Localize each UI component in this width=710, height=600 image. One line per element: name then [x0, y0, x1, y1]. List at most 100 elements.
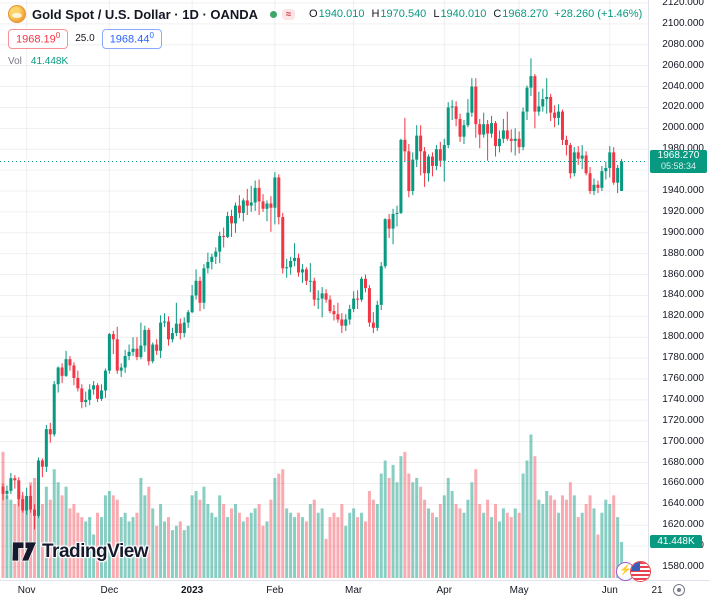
volume-bar	[564, 499, 568, 578]
candle-body	[218, 235, 222, 252]
buy-button[interactable]: 1968.440	[101, 29, 162, 49]
candle-body	[371, 322, 375, 328]
tradingview-watermark[interactable]: TradingView	[12, 541, 149, 563]
candle-body	[40, 460, 44, 467]
legend-row-trade: 1968.190 25.0 1968.440	[8, 29, 642, 49]
price-axis[interactable]: 2120.000 2100.000 2080.000 2060.000 2040.000…	[648, 0, 710, 580]
candle-body	[600, 171, 604, 188]
candle-body	[541, 99, 545, 107]
candle-body	[163, 321, 167, 323]
change-value: +28.260 (+1.46%)	[554, 8, 643, 20]
spread-value: 25.0	[75, 33, 95, 45]
volume-key: Vol	[8, 55, 22, 67]
time-tick-label: Feb	[266, 585, 284, 596]
chart-legend: Gold Spot / U.S. Dollar · 1D · OANDA ≈ O…	[8, 5, 642, 67]
volume-bar	[529, 434, 533, 578]
candle-body	[226, 216, 230, 237]
time-axis[interactable]: Nov Dec 2023 Feb Mar Apr May Jun 21	[0, 580, 710, 600]
volume-bar	[367, 491, 371, 578]
volume-bar	[155, 525, 159, 578]
candle-body	[182, 322, 186, 334]
volume-bar	[482, 512, 486, 578]
candle-body	[474, 86, 478, 125]
market-status-icon[interactable]	[270, 10, 278, 18]
volume-bar	[505, 512, 509, 578]
candle-body	[103, 370, 107, 391]
candle-body	[44, 429, 48, 467]
volume-bar	[517, 512, 521, 578]
low-key: L	[433, 8, 440, 20]
candle-body	[198, 280, 202, 303]
volume-bar	[289, 512, 293, 578]
volume-bar	[269, 499, 273, 578]
candle-body	[186, 312, 190, 323]
candle-body	[304, 269, 308, 281]
volume-bar	[308, 504, 312, 578]
candle-body	[442, 145, 446, 161]
volume-bar	[521, 473, 525, 578]
candle-body	[76, 377, 80, 389]
volume-bar	[226, 517, 230, 578]
volume-bar	[411, 482, 415, 578]
volume-bar	[178, 521, 182, 578]
candle-body	[1, 486, 5, 494]
volume-bar	[572, 495, 576, 578]
volume-bar	[233, 504, 237, 578]
us-flag-event-icon[interactable]	[630, 561, 651, 582]
volume-bar	[379, 473, 383, 578]
low-value: 1940.010	[440, 8, 487, 20]
volume-bar	[285, 508, 289, 578]
volume-bar	[387, 477, 391, 578]
sell-button[interactable]: 1968.190	[8, 29, 69, 49]
volume-bar	[300, 517, 304, 578]
price-tick-label: 1780.000	[662, 352, 704, 364]
symbol-title[interactable]: Gold Spot / U.S. Dollar · 1D · OANDA	[32, 6, 259, 22]
volume-bar	[549, 495, 553, 578]
last-price-value: 1968.270	[657, 150, 700, 162]
volume-bar	[56, 482, 60, 578]
volume-bar	[186, 525, 190, 578]
candle-body	[486, 124, 490, 134]
candle-body	[438, 149, 442, 161]
axis-settings-icon[interactable]	[673, 584, 685, 596]
volume-bar	[265, 521, 269, 578]
high-key: H	[371, 8, 380, 20]
candle-body	[166, 321, 170, 340]
volume-bar	[92, 534, 96, 578]
volume-bar	[478, 504, 482, 578]
candle-body	[214, 251, 218, 257]
volume-bar	[96, 512, 100, 578]
volume-bar	[316, 512, 320, 578]
delayed-data-badge[interactable]: ≈	[282, 8, 296, 20]
candle-body	[395, 212, 399, 214]
volume-bar	[391, 464, 395, 578]
candle-body	[293, 257, 297, 261]
candle-body	[360, 278, 364, 300]
volume-value: 41.448K	[30, 55, 69, 67]
volume-bar	[470, 482, 474, 578]
volume-bar	[72, 504, 76, 578]
candle-body	[135, 348, 139, 358]
price-tick-label: 1900.000	[662, 226, 704, 238]
candle-body	[25, 495, 29, 511]
volume-bar	[430, 512, 434, 578]
volume-bar	[541, 504, 545, 578]
volume-bar	[427, 508, 431, 578]
volume-bar	[490, 517, 494, 578]
open-value: 1940.010	[318, 8, 365, 20]
volume-bar	[363, 521, 367, 578]
candle-body	[458, 118, 462, 137]
price-tick-label: 1820.000	[662, 310, 704, 322]
volume-bar	[139, 477, 143, 578]
time-tick-label: Dec	[100, 585, 119, 596]
candle-body	[119, 367, 123, 371]
volume-bar	[127, 521, 131, 578]
volume-bar	[332, 512, 336, 578]
candle-body	[265, 203, 269, 209]
volume-bar	[560, 495, 564, 578]
volume-bar	[407, 473, 411, 578]
volume-bar	[5, 495, 9, 578]
volume-bar	[497, 521, 501, 578]
candle-body	[501, 130, 505, 139]
